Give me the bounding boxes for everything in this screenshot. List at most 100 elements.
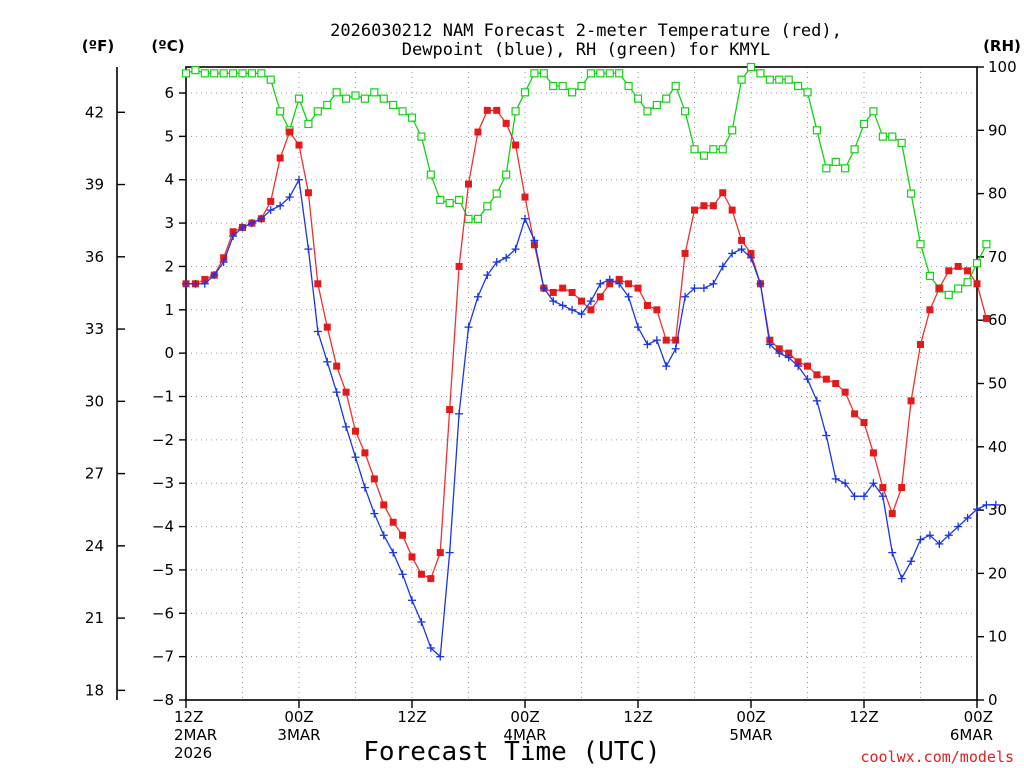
rh-point (784, 75, 793, 84)
temperature-point (352, 427, 359, 435)
rh-point (803, 88, 812, 97)
rh-tick-label: 10 (988, 628, 1007, 646)
temperature-point (342, 388, 350, 396)
dewpoint-point (888, 548, 897, 557)
rh-point (567, 88, 577, 97)
credit-text: coolwx.com/models (860, 748, 1014, 766)
temperature-point (474, 128, 482, 136)
celsius-tick-label: −3 (152, 474, 174, 492)
dewpoint-point (549, 297, 558, 306)
temperature-point (625, 280, 633, 288)
rh-point (389, 100, 398, 110)
temperature-point (691, 206, 698, 214)
dewpoint-point (530, 236, 539, 245)
rh-tick-label: 20 (988, 564, 1007, 582)
rh-point (756, 69, 765, 78)
celsius-tick-label: −8 (152, 691, 174, 709)
dewpoint-point (389, 548, 398, 557)
temperature-point (945, 267, 953, 275)
temperature-point (361, 449, 369, 457)
temperature-point (766, 336, 774, 344)
dewpoint-point (247, 219, 256, 228)
dewpoint-point (925, 531, 934, 540)
temperature-point (700, 202, 708, 210)
grid (186, 67, 977, 700)
rh-point (511, 107, 520, 116)
dewpoint-point (699, 284, 708, 293)
temperature-point (267, 197, 275, 205)
temperature-point (615, 275, 623, 283)
rh-tick-label: 100 (988, 58, 1017, 76)
temperature-point (719, 189, 727, 197)
dewpoint-point (897, 574, 906, 583)
dewpoint-point (313, 327, 322, 336)
dewpoint-point (681, 292, 690, 301)
fahrenheit-tick-label: 39 (85, 176, 104, 194)
temperature-point (822, 375, 830, 383)
temperature-point (775, 345, 783, 353)
temperature-point (898, 484, 906, 492)
dewpoint-point (229, 232, 238, 241)
rh-point (690, 145, 699, 154)
x-tick-label-date: 3MAR (277, 726, 320, 744)
temperature-point (879, 484, 887, 492)
x-tick-label-time: 12Z (397, 708, 426, 726)
rh-point (445, 198, 454, 208)
rh-point (238, 69, 247, 78)
dewpoint-point (634, 323, 642, 332)
rh-point (181, 69, 191, 78)
fahrenheit-tick-label: 36 (85, 248, 104, 266)
dewpoint-point (662, 362, 671, 371)
dewpoint-point (219, 258, 228, 267)
rh-point (313, 107, 322, 116)
rh-point (426, 170, 435, 179)
rh-point (577, 81, 586, 91)
dewpoint-point (624, 292, 633, 301)
fahrenheit-tick-label: 24 (85, 537, 104, 555)
dewpoint-point (944, 531, 953, 540)
dewpoint-point (907, 557, 916, 566)
fahrenheit-tick-label: 30 (85, 392, 104, 410)
dewpoint-point (784, 353, 793, 362)
x-tick-label-date: 4MAR (503, 726, 546, 744)
rh-point (398, 107, 407, 116)
rh-point (247, 69, 257, 78)
rh-point (963, 278, 972, 287)
temperature-point (964, 267, 972, 275)
rh-point (436, 195, 445, 205)
rh-point (473, 214, 483, 224)
temperature-point (672, 336, 680, 344)
temperature-point (455, 262, 463, 270)
rh-point (728, 126, 737, 135)
rh-point (417, 132, 426, 141)
temperature-point (982, 314, 990, 322)
temperature-point (295, 141, 303, 149)
temperature-point (483, 106, 491, 114)
rh-point (699, 151, 709, 160)
rh-axis-label: (RH) (983, 37, 1021, 55)
temperature-point (399, 531, 407, 539)
temperature-point (229, 228, 237, 236)
dewpoint-point (803, 375, 812, 384)
rh-point (859, 119, 869, 129)
dewpoint-point (991, 500, 1000, 509)
temperature-point (201, 275, 209, 283)
temperature-series (182, 106, 990, 583)
temperature-point (785, 349, 793, 357)
dewpoint-point (841, 479, 850, 488)
rh-series (181, 62, 991, 299)
celsius-tick-label: −4 (152, 518, 174, 536)
temperature-point (738, 236, 746, 244)
rh-point (323, 100, 332, 110)
rh-tick-label: 0 (988, 691, 998, 709)
rh-point (200, 69, 209, 78)
rh-point (680, 107, 690, 116)
dewpoint-point (436, 652, 445, 661)
dewpoint-point (445, 548, 454, 557)
dewpoint-point (860, 492, 868, 501)
temperature-point (917, 340, 924, 348)
dewpoint-point (502, 253, 511, 262)
dewpoint-point (982, 500, 991, 509)
temperature-point (370, 475, 378, 483)
temperature-point (851, 410, 859, 418)
